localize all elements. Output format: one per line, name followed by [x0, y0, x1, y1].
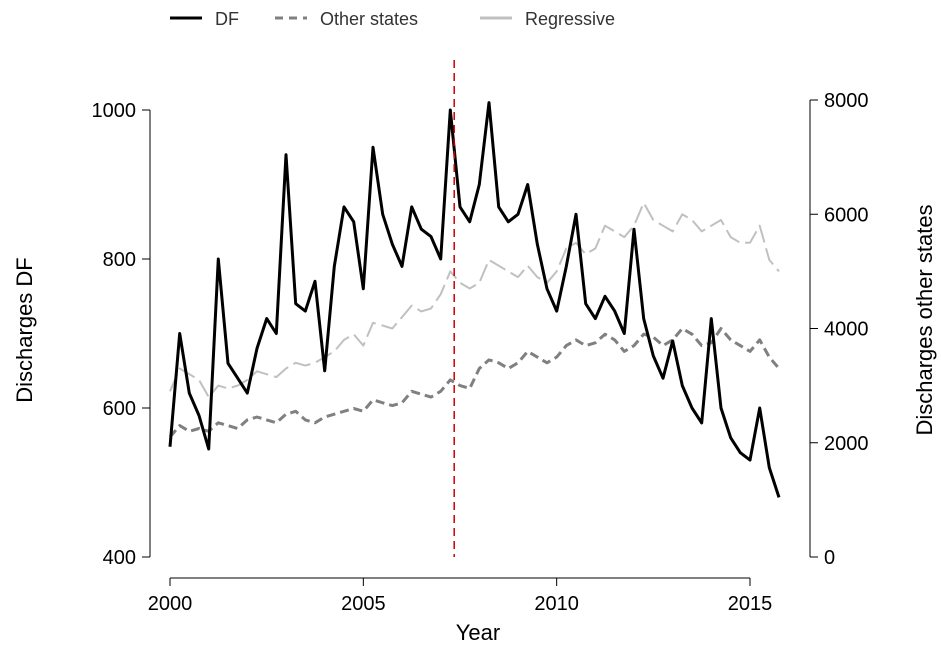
series-line-other-states — [168, 327, 781, 438]
right-y-ticks: 0 2000 4000 6000 8000 — [810, 90, 869, 569]
left-y-ticks: 400 600 800 1000 — [92, 100, 150, 569]
series-lines — [168, 101, 781, 498]
right-y-tick-label: 8000 — [824, 90, 869, 112]
x-tick-label: 2015 — [728, 593, 773, 615]
left-y-tick-label: 800 — [103, 249, 136, 271]
x-tick-label: 2000 — [148, 593, 193, 615]
x-tick-label: 2005 — [341, 593, 386, 615]
right-y-tick-label: 4000 — [824, 319, 869, 341]
right-y-axis-title: Discharges other states — [912, 204, 937, 435]
series-line-regressive — [169, 201, 780, 399]
right-y-tick-label: 2000 — [824, 433, 869, 455]
left-y-tick-label: 1000 — [92, 100, 137, 122]
x-tick-label: 2010 — [534, 593, 579, 615]
right-y-tick-label: 0 — [824, 547, 835, 569]
left-y-tick-label: 400 — [103, 547, 136, 569]
right-y-tick-label: 6000 — [824, 204, 869, 226]
left-y-axis-title: Discharges DF — [12, 257, 37, 402]
legend-label-other-states: Other states — [320, 9, 418, 29]
legend-label-regressive: Regressive — [525, 9, 615, 29]
x-axis-title: Year — [456, 620, 500, 645]
plot-area: 400 600 800 1000 0 2000 4000 6000 8000 2000 2005… — [92, 60, 869, 615]
legend-label-df: DF — [215, 9, 239, 29]
series-line-df — [168, 101, 781, 498]
legend: DF Other states Regressive — [170, 9, 615, 29]
left-y-tick-label: 600 — [103, 398, 136, 420]
x-ticks: 2000 2005 2010 2015 — [148, 578, 773, 615]
